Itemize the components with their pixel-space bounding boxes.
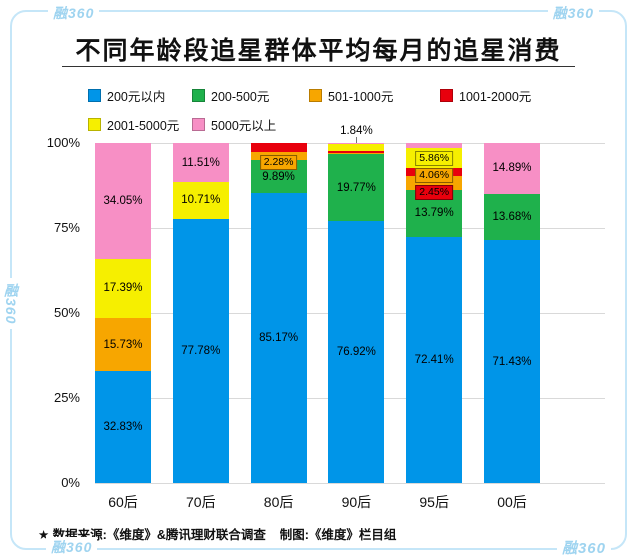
leader-line xyxy=(356,137,358,143)
bar-00后: 71.43% 13.68% 14.89% xyxy=(483,143,540,483)
legend-swatch xyxy=(88,118,101,131)
segment-label: 72.41% xyxy=(414,353,454,366)
segment xyxy=(328,154,385,222)
segment xyxy=(406,143,463,148)
segment-label: 17.39% xyxy=(103,282,143,295)
segment xyxy=(172,143,229,183)
legend-item: 1001-2000元 xyxy=(440,86,531,105)
segment-label: 76.92% xyxy=(336,346,376,359)
bar-90后: 76.92% 19.77% 1.84% xyxy=(328,125,385,483)
segment xyxy=(95,371,151,483)
gridline xyxy=(95,483,605,484)
bar-80后: 85.17% 9.89% 2.28% xyxy=(250,143,307,483)
segment-label-box: 2.45% xyxy=(415,184,454,200)
segment xyxy=(250,143,307,153)
legend: 200元以内 200-500元 501-1000元 1001-2000元 2001-50… xyxy=(88,86,531,134)
bars: 32.83% 15.73% 17.39% 34.05% 77.78% 10.71% 11.5… xyxy=(95,125,540,483)
legend-label: 2001-5000元 xyxy=(107,119,180,133)
brand-watermark: 融360 xyxy=(547,3,599,23)
segment xyxy=(483,193,540,241)
segment-label: 32.83% xyxy=(103,421,143,434)
segment-label: 13.79% xyxy=(414,207,454,220)
y-tick-label: 0% xyxy=(61,475,80,490)
x-axis-label: 00后 xyxy=(497,494,527,510)
title-underline xyxy=(62,66,575,67)
legend-swatch xyxy=(192,89,205,102)
brand-watermark: 融360 xyxy=(556,537,611,558)
segment-label: 14.89% xyxy=(492,162,532,175)
legend-item: 200-500元 xyxy=(192,86,309,105)
legend-label: 501-1000元 xyxy=(328,90,394,104)
legend-item: 200元以内 xyxy=(88,86,192,105)
y-tick-label: 75% xyxy=(53,220,80,235)
legend-item: 2001-5000元 xyxy=(88,115,192,134)
segment xyxy=(328,150,385,153)
segment-label-box: 5.86% xyxy=(415,150,454,166)
brand-watermark: 融360 xyxy=(48,3,100,23)
segment-label: 71.43% xyxy=(492,355,532,368)
segment xyxy=(250,193,307,483)
segment xyxy=(95,317,151,372)
segment xyxy=(328,221,385,483)
legend-item: 5000元以上 xyxy=(192,115,309,134)
segment-label: 9.89% xyxy=(262,170,295,183)
plot-area: 32.83% 15.73% 17.39% 34.05% 77.78% 10.71% 11.5… xyxy=(95,125,605,484)
segment xyxy=(483,240,540,483)
segment-label-box: 4.06% xyxy=(415,167,454,183)
y-tick-label: 50% xyxy=(53,305,80,320)
segment-label: 11.51% xyxy=(181,156,220,169)
x-axis-label: 95后 xyxy=(419,494,449,510)
x-axis-label: 60后 xyxy=(108,494,138,510)
bar-95后: 72.41% 13.79% 5.86% 4.06% 2.45% xyxy=(406,143,463,483)
legend-item: 501-1000元 xyxy=(309,86,440,105)
chart-title: 不同年龄段追星群体平均每月的追星消费 xyxy=(75,37,562,65)
legend-label: 5000元以上 xyxy=(211,119,277,133)
brand-watermark: 融360 xyxy=(1,278,21,330)
segment xyxy=(328,144,385,151)
bar-70后: 77.78% 10.71% 11.51% xyxy=(172,143,229,483)
legend-label: 200-500元 xyxy=(211,90,270,104)
segment xyxy=(328,143,385,145)
segment xyxy=(95,258,151,318)
y-tick-label: 100% xyxy=(46,135,80,150)
segment-label: 34.05% xyxy=(103,194,143,207)
segment xyxy=(95,143,151,259)
legend-swatch xyxy=(192,118,205,131)
y-axis: 100% 75% 50% 25% 0% xyxy=(0,135,86,490)
x-axis-labels: 60后 70后 80后 90后 95后 00后 xyxy=(95,492,540,512)
y-tick-label: 25% xyxy=(53,390,80,405)
x-axis-label: 70后 xyxy=(186,494,216,510)
segment-label: 10.71% xyxy=(181,194,221,207)
segment xyxy=(172,218,229,483)
segment-label-box: 2.28% xyxy=(259,155,298,171)
legend-label: 200元以内 xyxy=(107,90,166,104)
segment-label: 85.17% xyxy=(259,332,299,345)
segment xyxy=(172,182,229,219)
legend-label: 1001-2000元 xyxy=(459,90,532,104)
segment-label: 77.78% xyxy=(181,344,221,357)
legend-swatch xyxy=(309,89,322,102)
x-axis-label: 80后 xyxy=(263,494,294,510)
legend-swatch xyxy=(440,89,453,102)
brand-watermark: 融360 xyxy=(46,537,98,557)
segment xyxy=(406,236,463,483)
footnote: ★ 数据来源:《维度》&腾讯理财联合调查 制图:《维度》栏目组 xyxy=(38,528,397,542)
segment-label: 1.84% xyxy=(340,125,373,137)
bar-60后: 32.83% 15.73% 17.39% 34.05% xyxy=(95,143,151,483)
segment-label: 19.77% xyxy=(336,181,376,194)
legend-swatch xyxy=(88,89,101,102)
segment xyxy=(483,143,540,194)
x-axis-label: 90后 xyxy=(341,494,372,510)
segment xyxy=(328,152,385,155)
segment-label: 15.73% xyxy=(103,338,143,351)
segment-label: 13.68% xyxy=(492,210,532,223)
